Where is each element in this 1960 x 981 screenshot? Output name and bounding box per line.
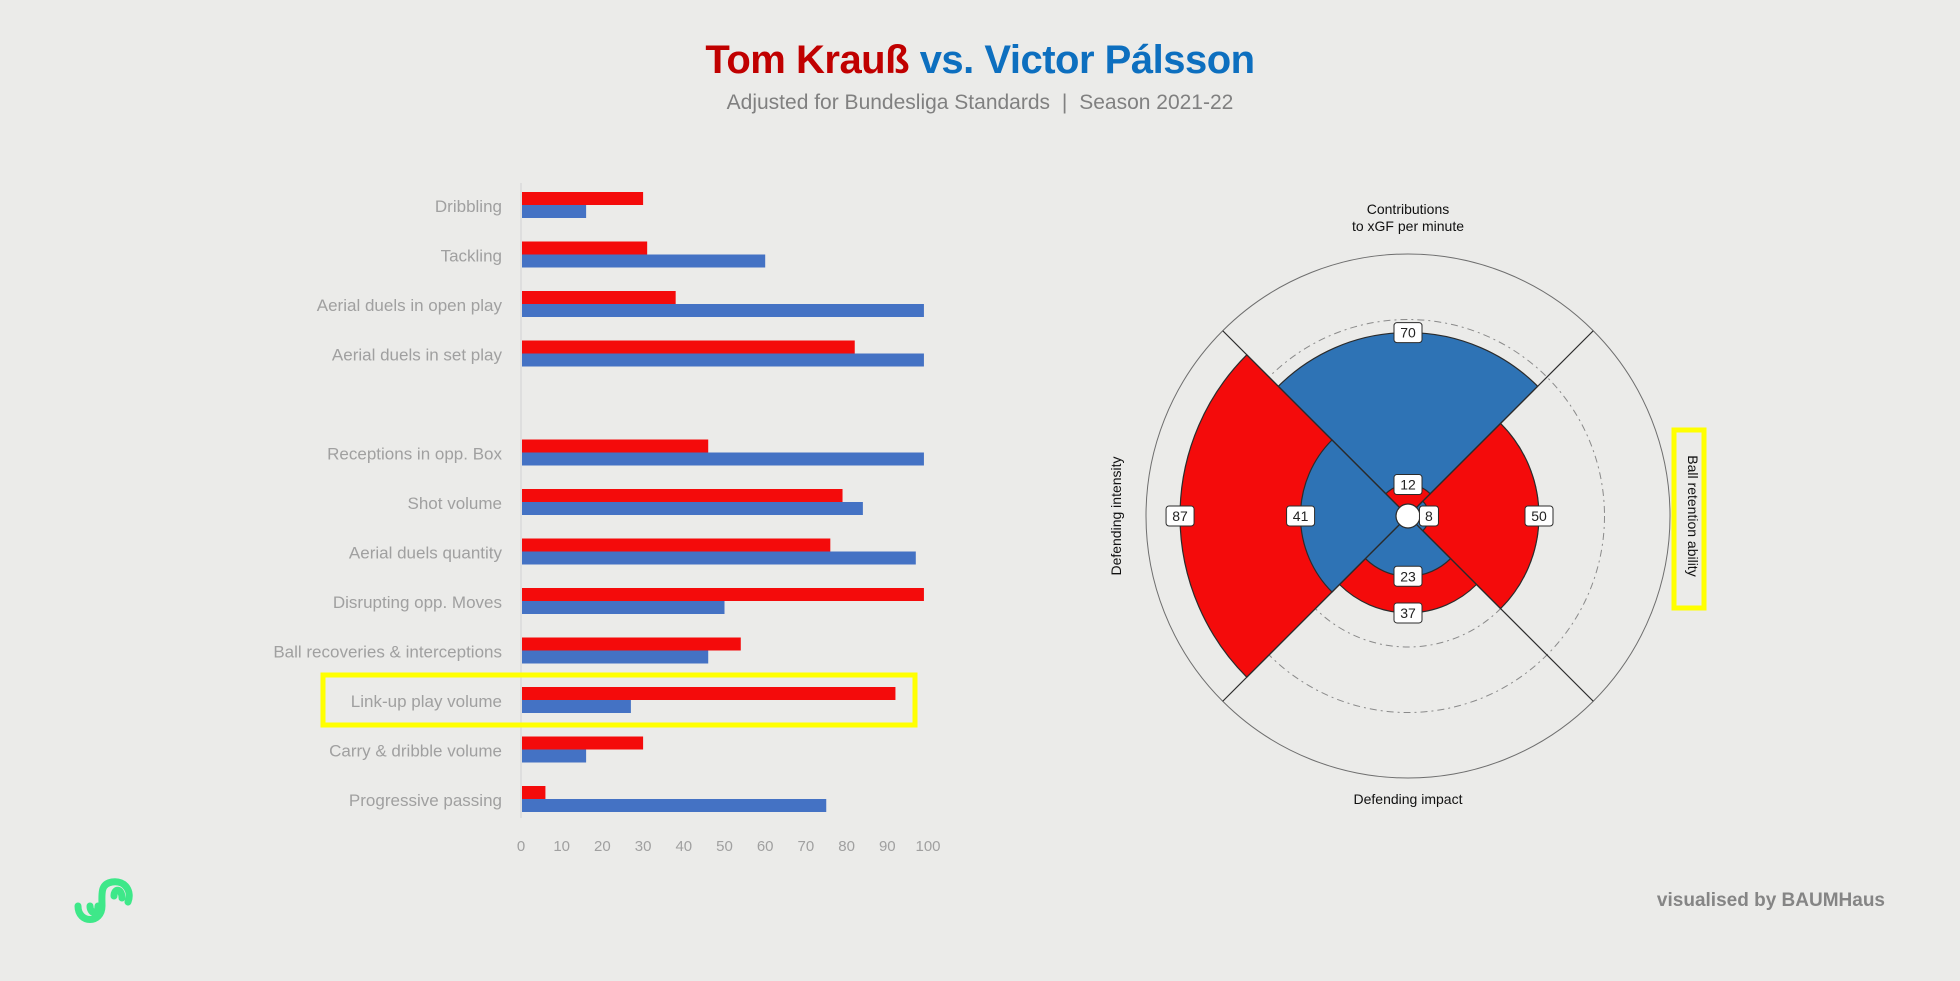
category-label: Dribbling [435,197,502,216]
chart-title: Tom Krauß vs. Victor Pálsson [0,38,1960,83]
bar-player1 [522,291,676,304]
bar-player2 [522,799,827,812]
category-label: Shot volume [408,494,503,513]
highlight-box [320,672,918,728]
polar-value-box [1393,602,1423,624]
polar-value-box [1393,474,1423,496]
polar-value-box [1286,505,1316,527]
category-label: Carry & dribble volume [329,742,502,761]
polar-value-outer: 37 [1400,605,1416,621]
bar-player2 [522,601,725,614]
x-tick-label: 0 [517,838,525,855]
bar-player2 [522,205,587,218]
polar-axis-label-bottom: Defending impact [1354,791,1463,807]
bar-player2 [522,502,863,515]
bar-player1 [522,340,855,354]
category-label: Ball recoveries & interceptions [273,643,502,662]
bar-player2 [522,749,587,763]
x-tick-label: 90 [879,838,896,855]
bar-player1 [522,538,831,552]
polar-spoke [1417,330,1594,507]
player2-name: Victor Pálsson [984,38,1255,82]
polar-axis-label-top: Contributions [1367,201,1450,217]
x-tick-label: 10 [553,838,570,855]
category-label: Aerial duels in open play [317,296,503,315]
credit-text: visualised by BAUMHaus [1656,890,1885,911]
x-tick-label: 50 [716,838,733,855]
x-tick-label: 20 [594,838,611,855]
x-tick-label: 30 [635,838,652,855]
x-tick-label: 100 [915,838,940,855]
bar-player1 [522,687,896,700]
category-label: Aerial duels quantity [349,544,503,563]
category-label: Aerial duels in set play [332,346,503,365]
category-label: Receptions in opp. Box [327,445,502,464]
bar-player1 [522,489,843,502]
bar-player2 [522,650,709,664]
bar-player1 [522,192,644,205]
chart-subtitle: Adjusted for Bundesliga Standards | Seas… [0,91,1960,115]
brand-logo-icon [74,878,133,923]
polar-outer-ring [1145,253,1671,779]
vs-text: vs. [919,38,975,82]
bar-player1 [522,439,709,453]
subtitle-season: Season 2021-22 [1079,91,1234,114]
polar-value-inner: 8 [1425,508,1433,524]
polar-value-inner: 23 [1400,568,1416,584]
bar-player1 [522,241,648,255]
polar-spoke [1417,525,1594,702]
x-tick-label: 40 [675,838,692,855]
polar-value-outer: 87 [1172,508,1188,524]
subtitle-standard: Adjusted for Bundesliga Standards [726,91,1051,114]
polar-spoke [1222,525,1399,702]
bar-player2 [522,304,924,317]
bar-player1 [522,736,644,750]
polar-value-inner: 41 [1293,508,1309,524]
bar-player2 [522,700,631,713]
x-tick-label: 80 [838,838,855,855]
polar-spoke [1222,330,1399,507]
polar-center [1395,503,1421,529]
bar-player1 [522,588,924,601]
bar-player1 [522,786,546,799]
bar-player1 [522,637,741,651]
category-label: Tackling [441,247,502,266]
bar-player2 [522,254,766,268]
bar-player2 [522,551,916,565]
bar-player2 [522,452,924,466]
x-tick-label: 70 [798,838,815,855]
polar-value-box [1524,505,1554,527]
bar-chart: Dribbling Tackling Aerial duels in open pl… [273,183,941,855]
subtitle-separator: | [1061,91,1068,114]
x-tick-label: 60 [757,838,774,855]
polar-value-box [1393,565,1423,587]
polar-value-box [1165,505,1195,527]
polar-axis-label-left: Defending intensity [1108,456,1124,575]
polar-axis-label-top: to xGF per minute [1352,218,1464,234]
polar-value-outer: 70 [1400,325,1416,341]
category-label: Disrupting opp. Moves [333,593,502,612]
polar-axis-label-right: Ball retention ability [1685,455,1701,576]
player1-name: Tom Krauß [705,38,910,82]
bar-player2 [522,353,924,367]
category-label: Progressive passing [349,791,502,810]
polar-value-box [1418,505,1439,527]
polar-highlight-box [1671,427,1707,611]
polar-value-inner: 12 [1400,477,1416,493]
polar-value-outer: 50 [1531,508,1547,524]
polar-value-box [1393,322,1423,344]
category-label: Link-up play volume [351,692,502,711]
